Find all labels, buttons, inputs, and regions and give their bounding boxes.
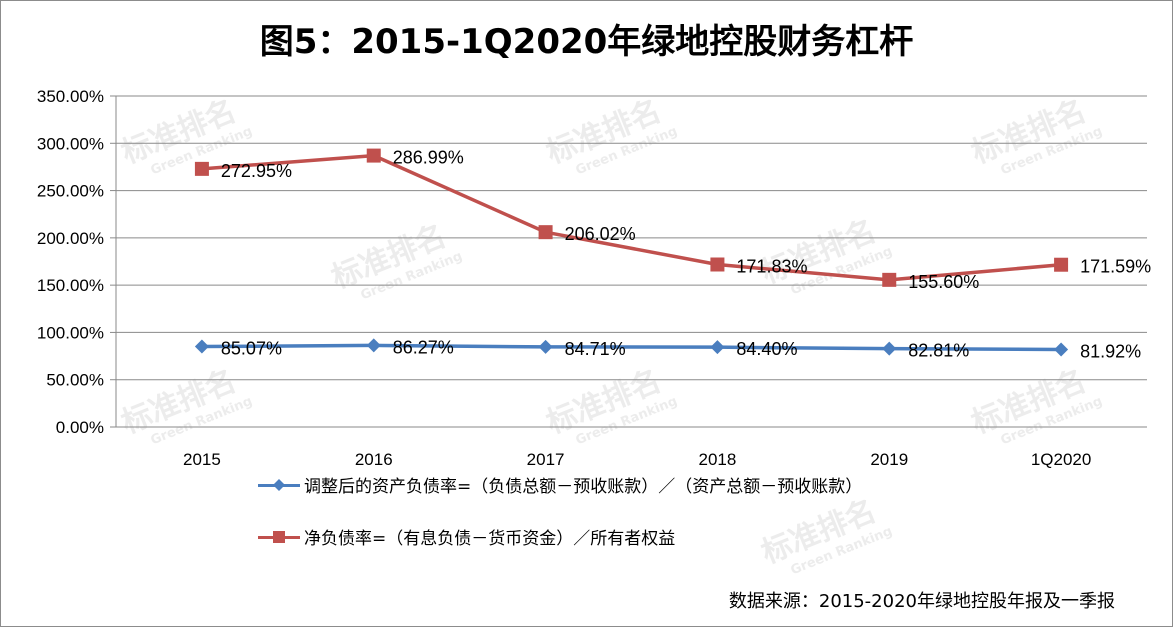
data-point-square (882, 272, 897, 287)
data-point-square (1054, 257, 1069, 272)
data-label: 272.95% (221, 161, 292, 181)
y-tick-label: 350.00% (37, 87, 104, 106)
data-label: 81.92% (1080, 342, 1141, 362)
x-tick-label: 2016 (355, 450, 393, 469)
chart-title: 图5：2015-1Q2020年绿地控股财务杠杆 (259, 22, 914, 62)
data-label: 86.27% (393, 337, 454, 357)
source-note: 数据来源：2015-2020年绿地控股年报及一季报 (728, 591, 1115, 612)
series-line-2 (201, 153, 1062, 282)
y-tick-label: 250.00% (37, 182, 104, 201)
data-point-square (194, 161, 209, 176)
data-point-diamond (366, 338, 381, 353)
data-label: 84.71% (565, 339, 626, 359)
data-point-diamond (710, 340, 725, 355)
x-tick-label: 1Q2020 (1031, 450, 1092, 469)
legend-label: 调整后的资产负债率=（负债总额－预收账款）／（资产总额－预收账款） (304, 477, 863, 497)
y-tick-label: 200.00% (37, 229, 104, 248)
y-tick-label: 300.00% (37, 134, 104, 153)
data-label: 82.81% (908, 341, 969, 361)
data-label: 206.02% (565, 224, 636, 244)
legend-key-square (258, 527, 300, 547)
data-label: 171.59% (1080, 257, 1151, 277)
data-point-diamond (194, 339, 209, 354)
data-point-diamond (538, 339, 553, 354)
y-tick-label: 50.00% (46, 371, 104, 390)
legend-item-series-2: 净负债率=（有息负债－货币资金）／所有者权益 (258, 524, 675, 549)
data-point-square (366, 148, 381, 163)
series-line-1 (201, 343, 1062, 352)
legend-label: 净负债率=（有息负债－货币资金）／所有者权益 (304, 529, 676, 549)
data-label: 171.83% (736, 256, 807, 276)
x-tick-label: 2018 (699, 450, 737, 469)
x-tick-label: 2015 (183, 450, 221, 469)
data-point-square (710, 257, 725, 272)
data-label: 85.07% (221, 339, 282, 359)
data-point-diamond (1054, 342, 1069, 357)
y-tick-label: 100.00% (37, 323, 104, 342)
data-label: 155.60% (908, 272, 979, 292)
legend-item-series-1: 调整后的资产负债率=（负债总额－预收账款）／（资产总额－预收账款） (258, 472, 862, 497)
legend-key-diamond (258, 475, 300, 495)
x-tick-label: 2019 (870, 450, 908, 469)
data-label: 84.40% (736, 339, 797, 359)
y-tick-label: 150.00% (37, 276, 104, 295)
data-point-square (538, 225, 553, 240)
data-label: 286.99% (393, 148, 464, 168)
data-point-diamond (882, 341, 897, 356)
x-tick-label: 2017 (527, 450, 565, 469)
y-tick-label: 0.00% (56, 418, 104, 437)
